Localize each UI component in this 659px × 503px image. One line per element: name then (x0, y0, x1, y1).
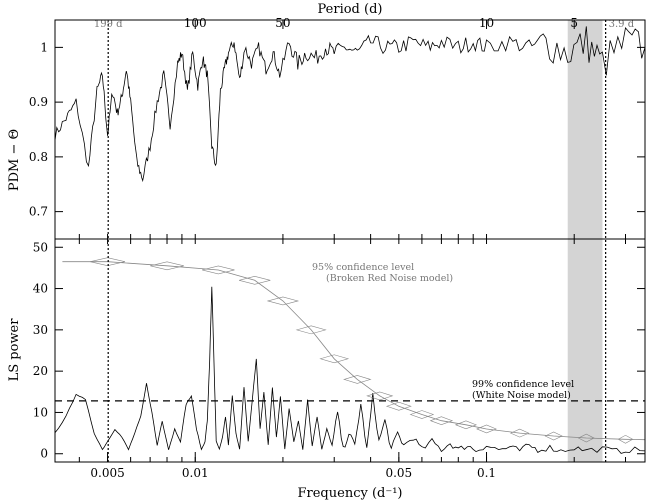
confidence-95-diamond (577, 433, 595, 443)
annotation-99-line2: (White Noise model) (472, 390, 571, 401)
bottom-y-tick-label: 40 (33, 282, 48, 296)
x-tick-label: 0.05 (385, 466, 412, 480)
top-period-tick-label: 50 (275, 16, 290, 30)
confidence-95-diamond (150, 261, 184, 271)
confidence-95-diamond (617, 434, 634, 444)
confidence-95-curve-group (62, 257, 646, 444)
pdm-series-group (54, 26, 646, 183)
confidence-95-diamond (366, 391, 394, 401)
confidence-95-diamond (409, 410, 435, 419)
bottom-panel-frame (54, 238, 646, 463)
confidence-95-diamond (295, 325, 327, 335)
x-axis-label: Frequency (d⁻¹) (298, 486, 403, 501)
top-y-axis-label: PDM − Θ (7, 129, 22, 191)
x-tick-label: 0.005 (90, 466, 124, 480)
bottom-y-tick-label: 30 (33, 323, 48, 337)
annotation-95-line1: 95% confidence level (312, 262, 414, 273)
shaded-band-top-rect (567, 20, 603, 239)
confidence-95-diamond (454, 420, 477, 430)
top-y-tick-label: 0.7 (29, 205, 48, 219)
ls-power-series-group (54, 286, 646, 454)
confidence-95-diamond (239, 275, 271, 285)
annotation-95-line2: (Broken Red Noise model) (326, 273, 453, 284)
x-tick-label: 0.01 (182, 466, 209, 480)
x-tick-label: 0.1 (477, 466, 496, 480)
shaded-band-bottom (567, 239, 603, 462)
confidence-95-diamond (429, 416, 454, 426)
pdm-line (54, 26, 646, 183)
confidence-95-diamond (343, 375, 372, 384)
bottom-y-tick-label: 20 (33, 364, 48, 378)
top-y-tick-label: 0.9 (29, 95, 48, 109)
top-panel-frame (54, 19, 646, 240)
confidence-95-line (62, 261, 646, 441)
confidence-95-diamond (319, 354, 350, 364)
bottom-y-tick-label: 0 (40, 447, 48, 461)
period-marker-label: 199 d (94, 19, 123, 30)
top-y-tick-label: 0.8 (29, 150, 48, 164)
annotation-99-line1: 99% confidence level (472, 379, 574, 390)
shaded-band-bottom-rect (567, 239, 603, 462)
confidence-95-diamond (385, 401, 412, 411)
bottom-y-tick-label: 50 (33, 240, 48, 254)
top-period-tick-label: 5 (570, 16, 578, 30)
period-markers-group: 199 d 3.9 d (94, 19, 635, 462)
period-marker-label: 3.9 d (609, 19, 635, 30)
top-period-tick-label: 10 (479, 16, 494, 30)
confidence-95-diamond (90, 257, 126, 267)
confidence-95-diamond (202, 265, 235, 275)
top-period-tick-label: 100 (184, 16, 207, 30)
bottom-y-tick-label: 10 (33, 405, 48, 419)
ls-power-line (54, 286, 646, 454)
confidence-95-diamond (476, 424, 497, 434)
bottom-y-axis-label: LS power (7, 318, 22, 382)
confidence-95-diamond (509, 428, 530, 438)
confidence-95-diamond (544, 431, 563, 441)
shaded-band-top (567, 20, 603, 239)
confidence-95-diamond (266, 296, 300, 306)
top-axis-label: Period (d) (318, 2, 383, 17)
top-y-tick-label: 1 (40, 40, 48, 54)
